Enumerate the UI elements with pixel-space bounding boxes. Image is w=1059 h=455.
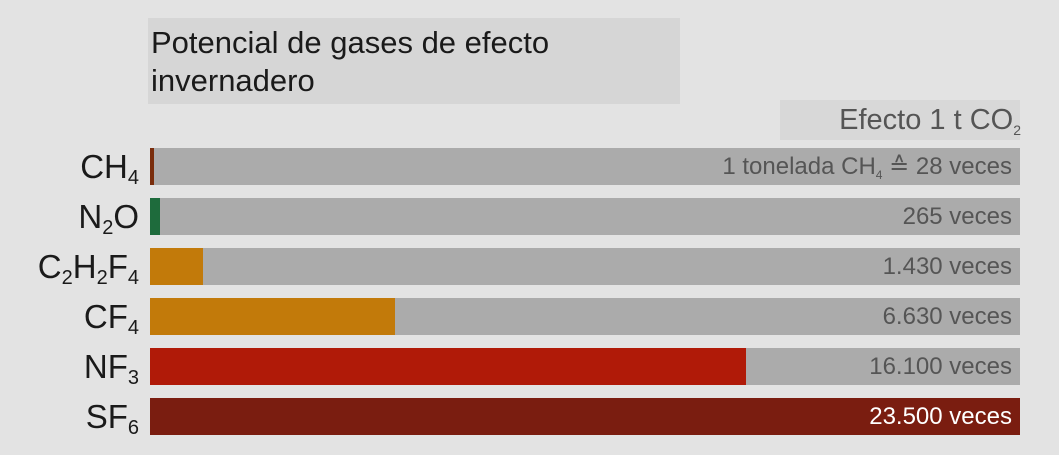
data-label-cf4: 6.630 veces — [882, 303, 1012, 330]
bar-c2h2f4 — [150, 248, 203, 285]
value-axis-label: Efecto 1 t CO2 — [839, 104, 1021, 138]
category-label-c2h2f4: C2H2F4 — [37, 248, 139, 289]
bar-track-cf4: 6.630 veces — [150, 298, 1020, 335]
bar-nf3 — [150, 348, 746, 385]
data-label-nf3: 16.100 veces — [869, 353, 1012, 380]
category-label-ch4: CH4 — [80, 148, 139, 189]
bar-n2o — [150, 198, 160, 235]
category-label-n2o: N2O — [78, 198, 139, 239]
bar-track-c2h2f4: 1.430 veces — [150, 248, 1020, 285]
data-label-c2h2f4: 1.430 veces — [882, 253, 1012, 280]
category-label-cf4: CF4 — [83, 298, 139, 339]
bar-track-sf6: 23.500 veces — [150, 398, 1020, 435]
bar-track-nf3: 16.100 veces — [150, 348, 1020, 385]
bar-track-n2o: 265 veces — [150, 198, 1020, 235]
data-label-ch4: 1 tonelada CH4 ≙ 28 veces — [722, 153, 1012, 182]
category-label-nf3: NF3 — [83, 348, 139, 389]
bar-cf4 — [150, 298, 395, 335]
chart-title: Potencial de gases de efecto invernadero — [151, 25, 550, 98]
unit-label-background — [780, 100, 1020, 140]
bar-sf6 — [150, 398, 1020, 435]
bar-track-ch4: 1 tonelada CH4 ≙ 28 veces — [150, 148, 1020, 185]
data-label-sf6: 23.500 veces — [869, 403, 1012, 430]
data-label-n2o: 265 veces — [902, 203, 1012, 230]
bar-ch4 — [150, 148, 154, 185]
title-background — [148, 18, 680, 104]
category-label-sf6: SF6 — [85, 398, 139, 439]
